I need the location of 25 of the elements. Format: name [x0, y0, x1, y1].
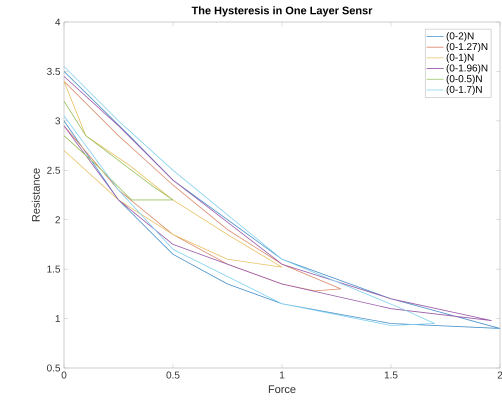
x-tick-label: 2 [498, 372, 502, 378]
line-series [64, 80, 282, 268]
y-tick-label: 4 [55, 18, 60, 26]
legend-label: (0-1)N [446, 54, 474, 63]
legend-label: (0-1.7)N [446, 86, 482, 95]
y-tick-label: 2 [55, 216, 60, 224]
line-series [64, 66, 436, 326]
legend-label: (0-0.5)N [446, 74, 482, 84]
legend-label: (0-1.27)N [446, 42, 488, 52]
x-tick-label: 1 [280, 372, 284, 378]
x-axis-title: Force [268, 385, 296, 394]
y-axis-title: Resistance [32, 168, 40, 222]
x-tick-label: 0.5 [166, 372, 180, 379]
y-tick-label: 1 [56, 315, 60, 322]
x-tick-label: 1.5 [384, 372, 398, 378]
y-tick-label: 3 [55, 117, 60, 124]
y-tick-label: 0.5 [47, 364, 60, 372]
y-tick-label: 3.5 [47, 68, 60, 75]
legend-label: (0-2)N [446, 32, 474, 42]
legend-label: (0-1.96)N [446, 64, 488, 74]
x-tick-label: 0 [62, 372, 66, 379]
y-tick-label: 1.5 [47, 266, 60, 273]
y-tick-label: 2.5 [47, 166, 60, 174]
chart-title: The Hysteresis in One Layer Sensr [192, 6, 372, 16]
line-series [64, 100, 174, 200]
